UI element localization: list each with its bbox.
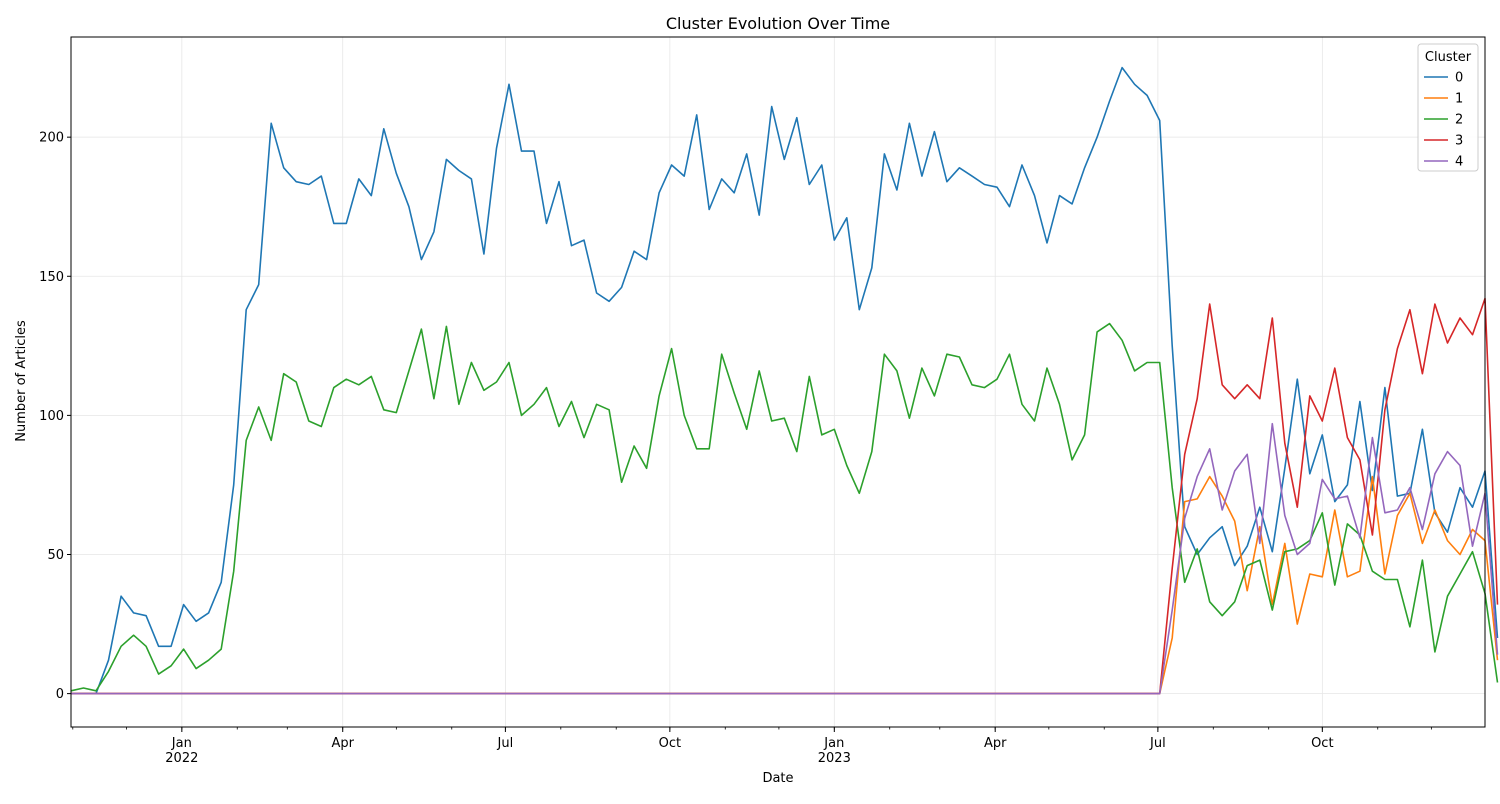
- grid-lines: [71, 37, 1485, 727]
- x-tick-label: Oct: [659, 736, 681, 751]
- x-tick-year-label: 2023: [818, 751, 851, 766]
- x-tick-year-label: 2022: [165, 751, 198, 766]
- x-tick-label: Apr: [984, 736, 1007, 751]
- y-tick-label: 50: [47, 548, 64, 563]
- series-line-4: [71, 422, 1499, 695]
- y-tick-label: 150: [39, 270, 64, 285]
- legend-label-2: 2: [1455, 113, 1463, 128]
- x-axis-label: Date: [762, 771, 793, 786]
- chart-title: Cluster Evolution Over Time: [666, 14, 890, 33]
- x-tick-label: Oct: [1311, 736, 1333, 751]
- x-tick-label: Jul: [1149, 736, 1166, 751]
- plot-area-frame: [70, 36, 1486, 728]
- y-axis-label: Number of Articles: [14, 320, 29, 442]
- legend: Cluster 0 1 2 3 4: [1417, 43, 1479, 172]
- legend-label-4: 4: [1455, 155, 1463, 170]
- legend-label-0: 0: [1455, 71, 1463, 86]
- series-line-2: [70, 322, 1499, 692]
- series-lines: [70, 66, 1499, 695]
- x-tick-label: Jan: [823, 736, 844, 751]
- legend-title: Cluster: [1425, 50, 1472, 65]
- series-line-0: [71, 66, 1499, 695]
- x-tick-label: Jan: [171, 736, 192, 751]
- x-tick-label: Apr: [331, 736, 354, 751]
- y-tick-label: 0: [56, 687, 64, 702]
- series-line-3: [71, 297, 1499, 695]
- legend-label-1: 1: [1455, 92, 1463, 107]
- y-tick-label: 200: [39, 131, 64, 146]
- x-tick-label: Jul: [497, 736, 514, 751]
- y-tick-label: 100: [39, 409, 64, 424]
- legend-label-3: 3: [1455, 134, 1463, 149]
- y-axis: 0 50 100 150 200: [39, 131, 71, 702]
